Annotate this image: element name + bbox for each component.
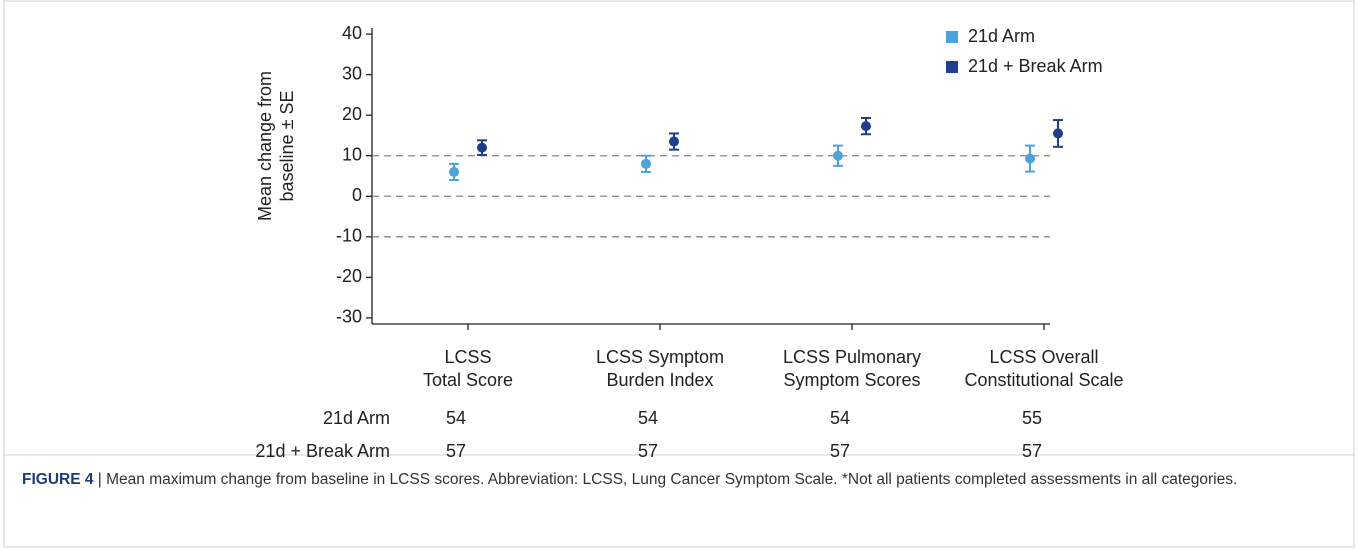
y-tick-label: -30 xyxy=(336,307,362,327)
n-value: 57 xyxy=(638,441,658,461)
y-tick-label: -20 xyxy=(336,266,362,286)
y-tick-label: -10 xyxy=(336,226,362,246)
legend-swatch xyxy=(946,61,958,73)
point xyxy=(477,142,487,153)
legend-swatch xyxy=(946,31,958,43)
point xyxy=(861,121,871,132)
n-value: 54 xyxy=(830,408,850,428)
point xyxy=(641,158,651,169)
x-tick-label: LCSS xyxy=(444,347,491,367)
x-tick-label: Total Score xyxy=(423,370,513,390)
y-tick-label: 0 xyxy=(352,185,362,205)
point xyxy=(1053,128,1063,139)
n-row-label: 21d + Break Arm xyxy=(255,441,390,461)
x-tick-label: LCSS Overall xyxy=(989,347,1098,367)
figure-frame xyxy=(3,0,1355,548)
y-axis-label: baseline ± SE xyxy=(277,91,297,202)
n-value: 57 xyxy=(830,441,850,461)
y-tick-label: 30 xyxy=(342,63,362,83)
n-value: 54 xyxy=(638,408,658,428)
x-tick-label: Constitutional Scale xyxy=(964,370,1123,390)
point xyxy=(669,136,679,147)
y-tick-label: 20 xyxy=(342,104,362,124)
n-row-label: 21d Arm xyxy=(323,408,390,428)
caption: FIGURE 4 | Mean maximum change from base… xyxy=(22,468,1332,492)
n-value: 55 xyxy=(1022,408,1042,428)
n-value: 54 xyxy=(446,408,466,428)
y-tick-label: 40 xyxy=(342,23,362,43)
legend-label: 21d Arm xyxy=(968,26,1035,46)
x-tick-label: Burden Index xyxy=(606,370,713,390)
x-tick-label: Symptom Scores xyxy=(783,370,920,390)
legend-label: 21d + Break Arm xyxy=(968,56,1103,76)
n-value: 57 xyxy=(446,441,466,461)
y-tick-label: 10 xyxy=(342,144,362,164)
point xyxy=(449,166,459,177)
x-tick-label: LCSS Pulmonary xyxy=(783,347,921,367)
point xyxy=(833,150,843,161)
point xyxy=(1025,153,1035,164)
x-tick-label: LCSS Symptom xyxy=(596,347,724,367)
caption-label: FIGURE 4 xyxy=(22,471,94,488)
caption-text: | Mean maximum change from baseline in L… xyxy=(93,471,1238,488)
n-value: 57 xyxy=(1022,441,1042,461)
y-axis-label: Mean change from xyxy=(255,71,275,221)
